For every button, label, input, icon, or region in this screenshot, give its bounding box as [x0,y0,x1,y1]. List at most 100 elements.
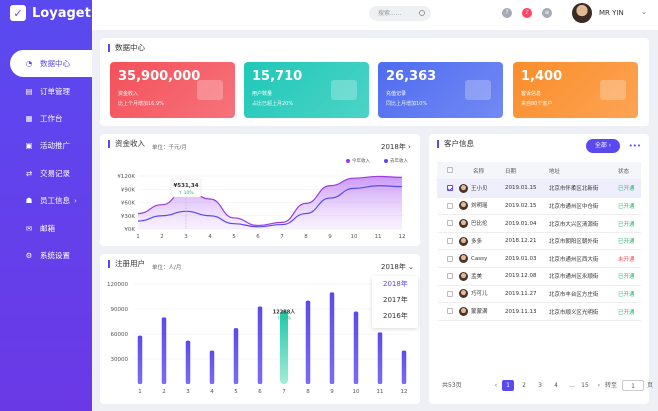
sidebar-item-7[interactable]: ⚙ 系统设置 [0,242,92,269]
customer-name: 巧可儿 [471,291,488,298]
row-checkbox[interactable] [447,220,453,227]
bar-7[interactable] [280,310,288,384]
row-checkbox[interactable] [447,255,453,262]
sidebar-item-6[interactable]: ✉ 邮箱 [0,214,92,241]
bar-1[interactable] [137,335,143,384]
address-cell: 北京市通州区中仓街 [548,197,618,216]
sidebar-item-0[interactable]: ◔ 数据中心 [10,50,92,78]
name-cell: 孟美 [459,267,505,286]
sidebar-item-5[interactable]: ☗ 员工信息 › [0,187,92,214]
y-tick-label: ¥60K [121,201,135,207]
bar-2[interactable] [161,317,167,384]
page-button[interactable]: 2 [522,382,526,389]
avatar[interactable] [572,3,592,23]
register-year-select[interactable]: 2018年 ⌄ [381,263,414,271]
bar-12[interactable] [401,350,407,384]
series-line-last-year [137,185,403,228]
address-cell: 北京市朝阳区朝外街 [548,232,618,251]
date-cell: 2019.01.15 [505,179,549,198]
table-row[interactable]: 蒙蒙满 2019.11.13 北京市顺义区光明街 已开通 [437,302,641,321]
row-checkbox[interactable] [447,273,453,280]
date-cell: 2019.11.27 [505,285,549,304]
name-cell: 蒙蒙满 [459,302,505,321]
sidebar-item-4[interactable]: ⇄ 交易记录 [0,160,92,187]
bar-11[interactable] [377,332,383,384]
stat-card-1[interactable]: 15,710 用户数量 占比已超上月20% [244,62,369,118]
page-button[interactable]: 1 [502,380,514,391]
legend-dot [384,159,388,163]
x-tick-label: 12 [401,389,408,395]
sidebar-item-1[interactable]: ▤ 订单管理 [0,77,92,104]
stat-sub: 同比上月增加10% [386,101,428,107]
year-option[interactable]: 2017年 [383,296,408,304]
x-tick-label: 7 [280,234,284,240]
row-checkbox[interactable] [447,308,453,315]
more-icon[interactable]: ••• [628,142,641,150]
stat-card-0[interactable]: 35,900,000 资金收入 比上个月增加16.9% [110,62,235,118]
bar-4[interactable] [209,350,215,384]
x-tick-label: 10 [351,234,358,240]
stat-card-2[interactable]: 26,363 充值记录 同比上月增加10% [378,62,503,118]
row-checkbox[interactable] [447,290,453,297]
bar-10[interactable] [353,311,359,385]
mail-icon: ✉ [25,223,33,233]
income-year-select[interactable]: 2018年 › [381,143,411,151]
page-button[interactable]: 15 [581,382,589,389]
bar-9[interactable] [329,292,335,384]
y-tick-label: ¥30K [121,214,135,220]
bar-8[interactable] [305,300,311,384]
date-cell: 2019.02.15 [505,197,549,216]
row-checkbox[interactable] [447,202,453,209]
bell-icon[interactable]: ♪ [522,8,532,18]
register-title: 注册用户 [108,260,145,268]
table-row[interactable]: 巴比伦 2019.01.04 北京市大兴区清源街 已开通 [437,214,641,233]
data-center-title: 数据中心 [108,44,145,52]
page-button[interactable]: 4 [554,382,558,389]
table-row[interactable]: 多多 2018.12.21 北京市朝阳区朝外街 已开通 [437,232,641,251]
sidebar-item-label: 交易记录 [40,168,70,178]
search-input[interactable]: 搜索...... [369,6,431,21]
sidebar-item-2[interactable]: ▦ 工作台 [0,105,92,132]
column-header: 名称 [459,162,505,181]
customer-table: 名称 日期 地址 状态 王小贝 2019.01.15 北京市怀柔区北新街 已开通 刘明瑶 2019… [437,162,641,321]
stat-label: 充值记录 [386,91,407,97]
x-tick-label: 6 [258,389,262,395]
stat-card-3[interactable]: 1,400 客诉信息 来自80个客户 [513,62,638,118]
customer-name: 王小贝 [471,185,488,192]
goto-page-input[interactable]: 1 [622,380,644,391]
menu-icon[interactable]: ≡ [542,8,552,18]
row-checkbox[interactable] [447,237,453,244]
stat-value: 35,900,000 [118,69,201,84]
table-row[interactable]: 刘明瑶 2019.02.15 北京市通州区中仓街 已开通 [437,197,641,216]
help-icon[interactable]: ? [502,8,512,18]
address-cell: 北京市怀柔区北新街 [548,179,618,198]
page-button[interactable]: 3 [538,382,542,389]
page-button[interactable]: ... [569,382,575,389]
search-icon[interactable] [419,10,425,16]
year-option[interactable]: 2018年 [383,280,408,288]
y-tick-label: 90000 [111,307,129,313]
x-tick-label: 4 [208,234,212,240]
all-button-label: 全部 [594,142,607,149]
avatar [459,271,468,281]
all-filter-button[interactable]: 全部 › [586,139,620,153]
status-badge: 未开通 [617,249,641,269]
bar-3[interactable] [185,340,191,384]
bar-5[interactable] [233,328,239,384]
row-checkbox[interactable] [447,185,453,192]
avatar [459,289,468,299]
sidebar-item-3[interactable]: ▣ 活动推广 [0,132,92,159]
chevron-down-icon[interactable]: ⌄ [641,8,647,16]
table-row[interactable]: Cassy 2019.01.03 北京市通州区西大街 未开通 [437,249,641,269]
year-option[interactable]: 2016年 [383,312,408,320]
bar-6[interactable] [257,306,263,385]
next-page-button[interactable]: › [597,382,601,389]
table-row[interactable]: 巧可儿 2019.11.27 北京市丰台区方庄街 已开通 [437,285,641,304]
select-all-checkbox[interactable] [447,167,453,174]
address-cell: 北京市通州区永顺街 [548,267,618,286]
prev-page-button[interactable]: ‹ [494,382,498,389]
user-name[interactable]: MR YIN [599,9,624,17]
table-row[interactable]: 王小贝 2019.01.15 北京市怀柔区北新街 已开通 [437,179,641,198]
table-row[interactable]: 孟美 2019.12.08 北京市通州区永顺街 已开通 [437,267,641,286]
